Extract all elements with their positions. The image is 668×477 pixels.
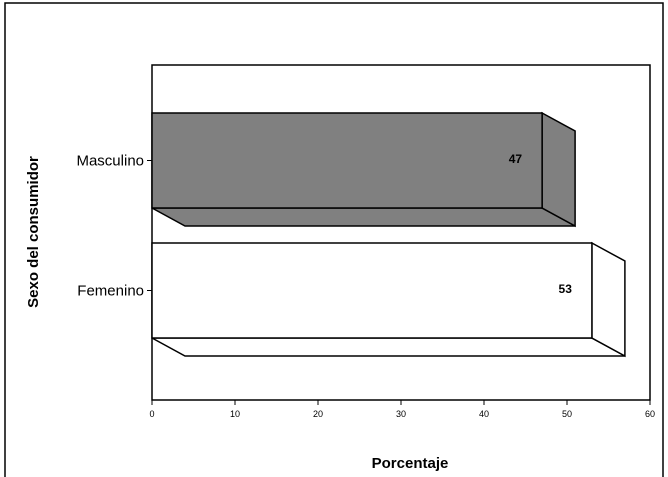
- x-tick-label-0: 0: [149, 409, 154, 419]
- bar-masculino: [151, 112, 543, 209]
- x-tick-label-4: 40: [479, 409, 489, 419]
- x-tick-label-6: 60: [645, 409, 655, 419]
- chart-border: [4, 2, 664, 477]
- data-label-femenino: 53: [559, 282, 573, 296]
- bars-group: 47 53: [151, 111, 626, 358]
- category-label-femenino: Femenino: [77, 283, 144, 300]
- category-label-masculino: Masculino: [76, 153, 144, 170]
- bar-side-face-masculino: [541, 111, 576, 228]
- x-tick-label-3: 30: [396, 409, 406, 419]
- category-labels-group: Masculino Femenino: [76, 153, 152, 300]
- bar-bottom-face-masculino: [151, 207, 576, 227]
- x-tick-label-5: 50: [562, 409, 572, 419]
- x-tick-label-2: 20: [313, 409, 323, 419]
- x-ticks-group: 0 10 20 30 40 50 60: [149, 400, 655, 419]
- x-tick-label-1: 10: [230, 409, 240, 419]
- y-axis-title: Sexo del consumidor: [25, 156, 42, 308]
- bar-side-face-femenino: [591, 241, 626, 358]
- bar-bottom-face-femenino: [151, 337, 626, 357]
- data-label-masculino: 47: [509, 152, 523, 166]
- bar-femenino: [151, 242, 593, 339]
- x-axis-title: Porcentaje: [372, 455, 449, 472]
